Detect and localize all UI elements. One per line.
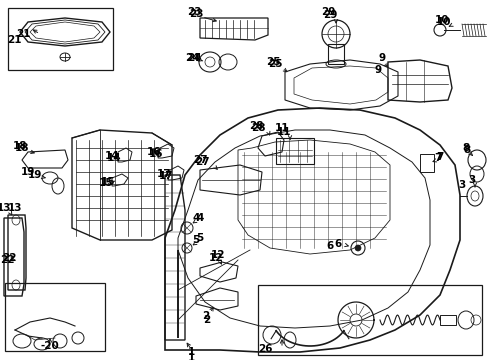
- Text: 12: 12: [208, 253, 223, 263]
- Text: 9: 9: [374, 65, 381, 75]
- Text: 18: 18: [15, 143, 29, 153]
- Text: 24: 24: [184, 53, 199, 63]
- Text: 19: 19: [28, 170, 42, 180]
- Text: 3: 3: [468, 175, 475, 185]
- Text: 13: 13: [0, 203, 11, 213]
- Bar: [5, 283, 105, 351]
- Text: 11: 11: [274, 123, 289, 133]
- Ellipse shape: [354, 245, 360, 251]
- Text: 27: 27: [194, 157, 209, 167]
- Text: 16: 16: [148, 149, 163, 159]
- Text: 2: 2: [203, 315, 210, 325]
- Bar: [258, 285, 481, 355]
- Text: 16: 16: [146, 147, 161, 157]
- Text: 10: 10: [434, 15, 448, 25]
- Text: 3: 3: [457, 180, 465, 190]
- Text: 2: 2: [202, 311, 209, 321]
- Bar: [419, 154, 433, 172]
- Text: 29: 29: [322, 10, 337, 20]
- Text: 17: 17: [156, 169, 171, 179]
- Text: 29: 29: [320, 7, 334, 17]
- Text: 5: 5: [192, 235, 199, 245]
- Bar: [439, 315, 455, 325]
- Text: 22: 22: [2, 253, 17, 263]
- Text: 24: 24: [186, 53, 201, 63]
- Text: 28: 28: [248, 121, 263, 131]
- Text: 15: 15: [99, 178, 113, 188]
- Text: 25: 25: [267, 59, 282, 69]
- Text: 9: 9: [378, 53, 385, 63]
- Text: 18: 18: [13, 141, 27, 151]
- Text: 26: 26: [257, 344, 272, 354]
- Text: 8: 8: [463, 145, 469, 155]
- Text: 6: 6: [325, 241, 333, 251]
- Text: 10: 10: [436, 17, 450, 27]
- Text: 7: 7: [435, 152, 443, 162]
- Text: 27: 27: [192, 155, 207, 165]
- Text: 23: 23: [188, 9, 203, 19]
- Text: 1: 1: [187, 353, 194, 360]
- Text: 19: 19: [21, 167, 35, 177]
- Text: 4: 4: [196, 213, 203, 223]
- Text: 25: 25: [265, 57, 280, 67]
- Text: 28: 28: [250, 123, 264, 133]
- Bar: [327, 44, 343, 64]
- Text: 1: 1: [187, 347, 194, 357]
- Text: -20: -20: [41, 341, 59, 351]
- Bar: [8, 8, 113, 70]
- Text: 22: 22: [0, 255, 15, 265]
- Text: 13: 13: [8, 203, 22, 213]
- Bar: [275, 138, 313, 164]
- Text: 15: 15: [101, 177, 115, 187]
- Text: 11: 11: [276, 127, 291, 137]
- Text: 21: 21: [16, 29, 30, 39]
- Text: 5: 5: [196, 233, 203, 243]
- Text: 17: 17: [159, 171, 173, 181]
- Text: 21: 21: [7, 35, 21, 45]
- Text: 14: 14: [106, 153, 121, 163]
- Text: 6: 6: [334, 239, 341, 249]
- Text: 8: 8: [462, 143, 468, 153]
- Text: 23: 23: [186, 7, 201, 17]
- Text: 7: 7: [433, 153, 441, 163]
- Text: 14: 14: [104, 151, 119, 161]
- Text: 12: 12: [210, 250, 225, 260]
- Text: 4: 4: [192, 213, 199, 223]
